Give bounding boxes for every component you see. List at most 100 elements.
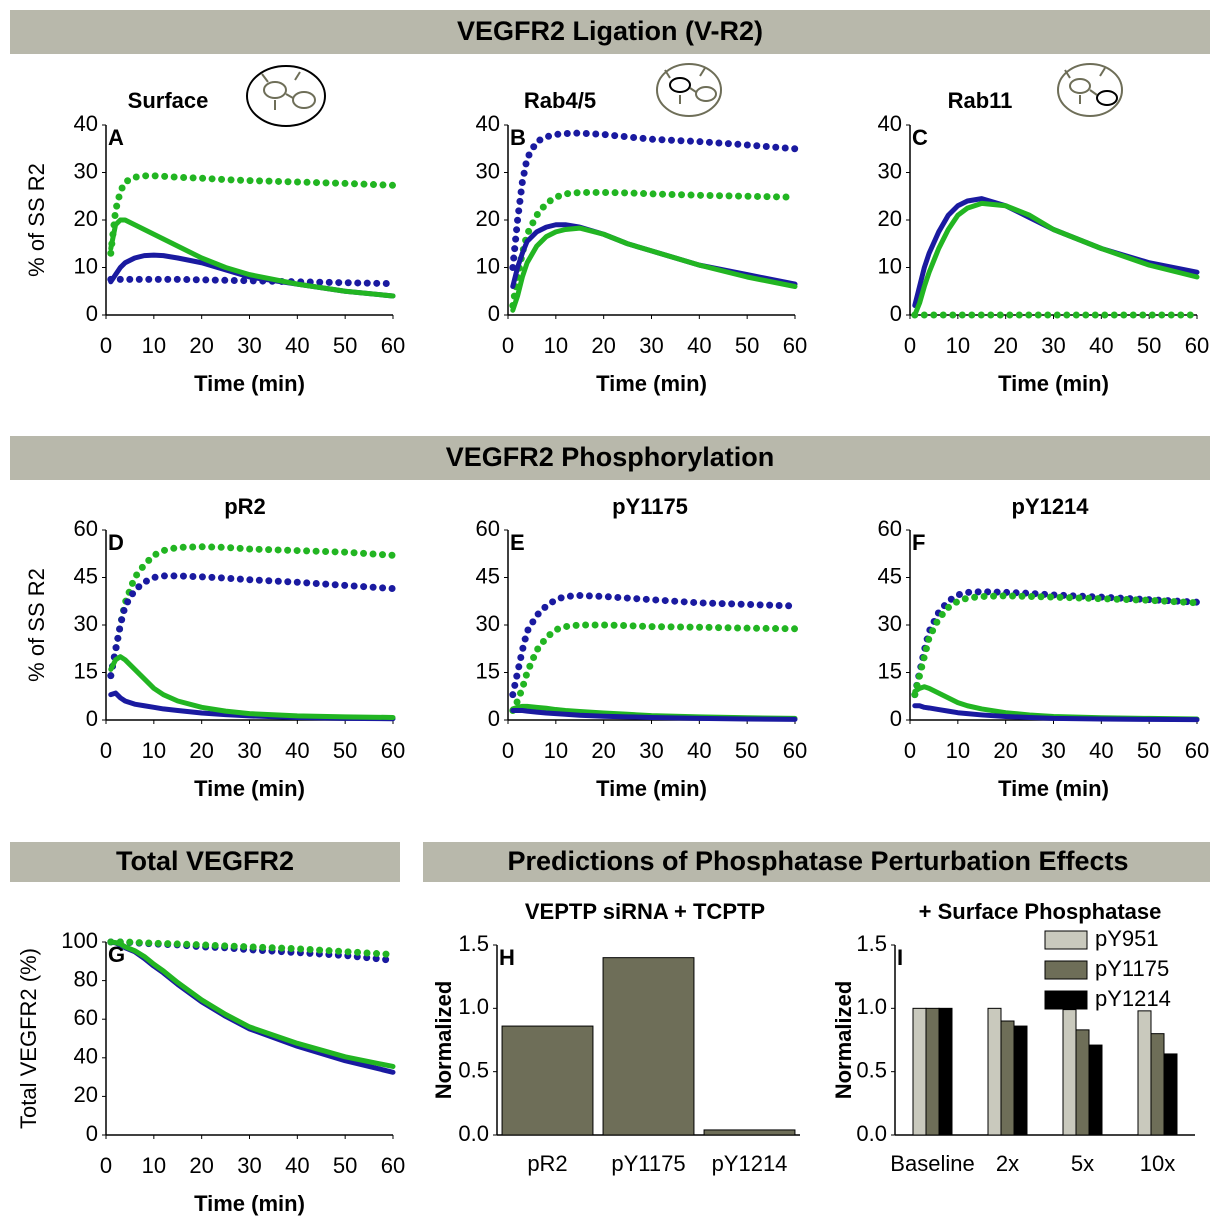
y-tick-label: 80 xyxy=(74,966,98,991)
y-tick-label: 1.5 xyxy=(856,931,887,956)
x-axis-label: Time (min) xyxy=(596,371,707,396)
x-tick-label: 30 xyxy=(1041,738,1065,763)
x-tick-label: 0 xyxy=(100,1153,112,1178)
legend-swatch xyxy=(1045,931,1087,949)
x-axis-label: Time (min) xyxy=(194,1191,305,1216)
bar xyxy=(1164,1054,1177,1135)
y-tick-label: 0.0 xyxy=(458,1121,489,1146)
bar xyxy=(988,1008,1001,1135)
x-tick-label: 60 xyxy=(381,333,405,358)
x-tick-label: 10 xyxy=(142,333,166,358)
panel-title: Surface xyxy=(128,88,209,113)
line-series xyxy=(111,576,393,676)
x-tick-label: 0 xyxy=(904,738,916,763)
x-tick-label: 2x xyxy=(996,1151,1019,1176)
y-tick-label: 0 xyxy=(488,301,500,326)
panel-label: H xyxy=(499,945,515,970)
x-tick-label: 5x xyxy=(1071,1151,1094,1176)
x-tick-label: 20 xyxy=(189,333,213,358)
x-tick-label: 40 xyxy=(1089,738,1113,763)
y-tick-label: 15 xyxy=(476,658,500,683)
x-tick-label: 60 xyxy=(1185,333,1209,358)
bar xyxy=(913,1008,926,1135)
y-axis-label: % of SS R2 xyxy=(24,568,49,682)
x-tick-label: 30 xyxy=(1041,333,1065,358)
x-tick-label: 30 xyxy=(237,738,261,763)
panel-label: D xyxy=(108,530,124,555)
bar xyxy=(1089,1045,1102,1135)
y-tick-label: 15 xyxy=(878,658,902,683)
x-axis-label: Time (min) xyxy=(998,371,1109,396)
y-tick-label: 30 xyxy=(74,158,98,183)
legend-swatch xyxy=(1045,961,1087,979)
y-tick-label: 20 xyxy=(74,1082,98,1107)
line-series xyxy=(513,596,795,695)
x-tick-label: Baseline xyxy=(890,1151,974,1176)
line-series xyxy=(111,176,393,253)
x-tick-label: 50 xyxy=(735,738,759,763)
y-tick-label: 10 xyxy=(476,253,500,278)
y-tick-label: 60 xyxy=(74,1005,98,1030)
y-tick-label: 60 xyxy=(476,516,500,541)
x-tick-label: 20 xyxy=(993,738,1017,763)
x-tick-label: 40 xyxy=(285,333,309,358)
bar xyxy=(1063,1010,1076,1135)
line-series xyxy=(915,203,1197,315)
y-tick-label: 40 xyxy=(74,111,98,136)
y-axis-label: Normalized xyxy=(831,981,856,1100)
x-tick-label: pY1214 xyxy=(712,1151,788,1176)
bar xyxy=(1138,1011,1151,1135)
y-tick-label: 30 xyxy=(74,611,98,636)
y-tick-label: 0 xyxy=(86,1121,98,1146)
y-tick-label: 45 xyxy=(476,563,500,588)
bar xyxy=(603,958,694,1135)
x-axis-label: Time (min) xyxy=(194,776,305,801)
y-axis-label: Total VEGFR2 (%) xyxy=(16,948,41,1129)
y-tick-label: 1.0 xyxy=(458,994,489,1019)
y-tick-label: 10 xyxy=(74,253,98,278)
x-tick-label: 0 xyxy=(100,333,112,358)
bar xyxy=(1014,1026,1027,1135)
line-series xyxy=(513,133,795,267)
header: VEGFR2 Ligation (V-R2) xyxy=(457,16,763,46)
x-tick-label: 50 xyxy=(735,333,759,358)
y-tick-label: 30 xyxy=(878,158,902,183)
panel-label: I xyxy=(897,945,903,970)
header: Total VEGFR2 xyxy=(116,846,294,876)
legend-label: pY951 xyxy=(1095,926,1159,951)
y-tick-label: 60 xyxy=(878,516,902,541)
y-tick-label: 0 xyxy=(890,301,902,326)
line-series xyxy=(915,592,1197,695)
y-tick-label: 10 xyxy=(878,253,902,278)
x-tick-label: 50 xyxy=(333,333,357,358)
panel-label: B xyxy=(510,125,526,150)
x-tick-label: 0 xyxy=(100,738,112,763)
panel-title: pR2 xyxy=(224,494,266,519)
x-tick-label: 40 xyxy=(285,1153,309,1178)
x-tick-label: 50 xyxy=(1137,738,1161,763)
y-tick-label: 0.5 xyxy=(458,1057,489,1082)
y-tick-label: 30 xyxy=(878,611,902,636)
legend-label: pY1214 xyxy=(1095,986,1171,1011)
y-axis-label: % of SS R2 xyxy=(24,163,49,277)
x-tick-label: 10 xyxy=(946,333,970,358)
y-tick-label: 0 xyxy=(86,301,98,326)
figure: VEGFR2 Ligation (V-R2) VEGFR2 Phosphoryl… xyxy=(0,0,1215,1220)
bar xyxy=(1151,1034,1164,1135)
panel-title: Rab11 xyxy=(948,88,1013,113)
x-tick-label: 30 xyxy=(639,333,663,358)
x-axis-label: Time (min) xyxy=(998,776,1109,801)
panel-label: C xyxy=(912,125,928,150)
y-tick-label: 1.0 xyxy=(856,994,887,1019)
panel-title: + Surface Phosphatase xyxy=(919,899,1162,924)
panel-title: pY1175 xyxy=(612,494,688,519)
y-tick-label: 60 xyxy=(74,516,98,541)
x-tick-label: 0 xyxy=(502,333,514,358)
x-tick-label: 50 xyxy=(333,738,357,763)
y-tick-label: 40 xyxy=(476,111,500,136)
y-tick-label: 0.5 xyxy=(856,1057,887,1082)
x-tick-label: 60 xyxy=(381,1153,405,1178)
x-tick-label: 20 xyxy=(591,333,615,358)
x-tick-label: 10 xyxy=(544,333,568,358)
x-tick-label: 10x xyxy=(1140,1151,1175,1176)
